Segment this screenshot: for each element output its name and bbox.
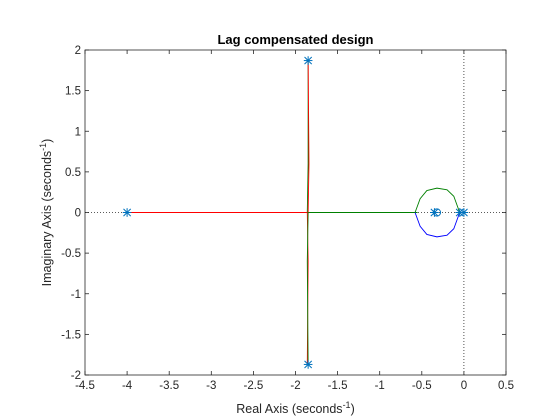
y-axis-label: Imaginary Axis (seconds-1) bbox=[38, 139, 54, 287]
x-tick-label: -4.5 bbox=[75, 380, 95, 392]
pole-marker bbox=[303, 360, 313, 369]
x-tick-label: -1 bbox=[375, 380, 385, 392]
x-axis-label: Real Axis (seconds-1) bbox=[236, 400, 355, 416]
x-tick-label: 0 bbox=[461, 380, 467, 392]
x-tick-label: 0.5 bbox=[498, 380, 514, 392]
x-axis-label-sup: -1 bbox=[343, 400, 351, 410]
x-tick-label: -3 bbox=[206, 380, 216, 392]
x-tick-label: -2.5 bbox=[243, 380, 263, 392]
y-axis-label-sup: -1 bbox=[38, 143, 48, 151]
y-axis-label-close: ) bbox=[40, 139, 54, 143]
y-tick-label: 1 bbox=[75, 126, 81, 138]
x-ticks: -4.5 -4 -3.5 -3 -2.5 -2 -1.5 -1 -0.5 0 0.5 bbox=[75, 50, 514, 392]
x-axis-label-base: Real Axis (seconds bbox=[236, 402, 342, 416]
zero-marker bbox=[432, 208, 442, 217]
y-tick-label: 1.5 bbox=[65, 86, 81, 98]
x-tick-label: -1.5 bbox=[328, 380, 348, 392]
x-tick-label: -2 bbox=[290, 380, 300, 392]
pole-marker bbox=[303, 56, 313, 65]
y-tick-label: -1.5 bbox=[61, 329, 81, 341]
y-ticks: -2 -1.5 -1 -0.5 0 0.5 1 1.5 2 bbox=[61, 45, 506, 382]
locus-branch-green bbox=[414, 187, 461, 213]
y-tick-label: -0.5 bbox=[61, 248, 81, 260]
locus-branch-green bbox=[306, 212, 309, 365]
pole-marker bbox=[459, 208, 469, 217]
chart-title: Lag compensated design bbox=[217, 32, 373, 47]
y-tick-label: 0 bbox=[75, 208, 81, 220]
marker-layer bbox=[122, 56, 469, 369]
y-tick-label: -2 bbox=[71, 370, 81, 382]
locus-branch-red bbox=[307, 60, 310, 213]
x-axis-label-close: ) bbox=[351, 402, 355, 416]
y-tick-label: -1 bbox=[71, 289, 81, 301]
x-tick-label: -0.5 bbox=[412, 380, 432, 392]
locus-branch-blue bbox=[414, 212, 461, 238]
x-tick-label: -3.5 bbox=[159, 380, 179, 392]
y-tick-label: 2 bbox=[75, 45, 81, 57]
pole-marker bbox=[122, 208, 132, 217]
y-axis-label-base: Imaginary Axis (seconds bbox=[40, 151, 54, 286]
series-layer bbox=[127, 60, 461, 365]
x-tick-label: -4 bbox=[122, 380, 133, 392]
y-tick-label: 0.5 bbox=[65, 167, 81, 179]
